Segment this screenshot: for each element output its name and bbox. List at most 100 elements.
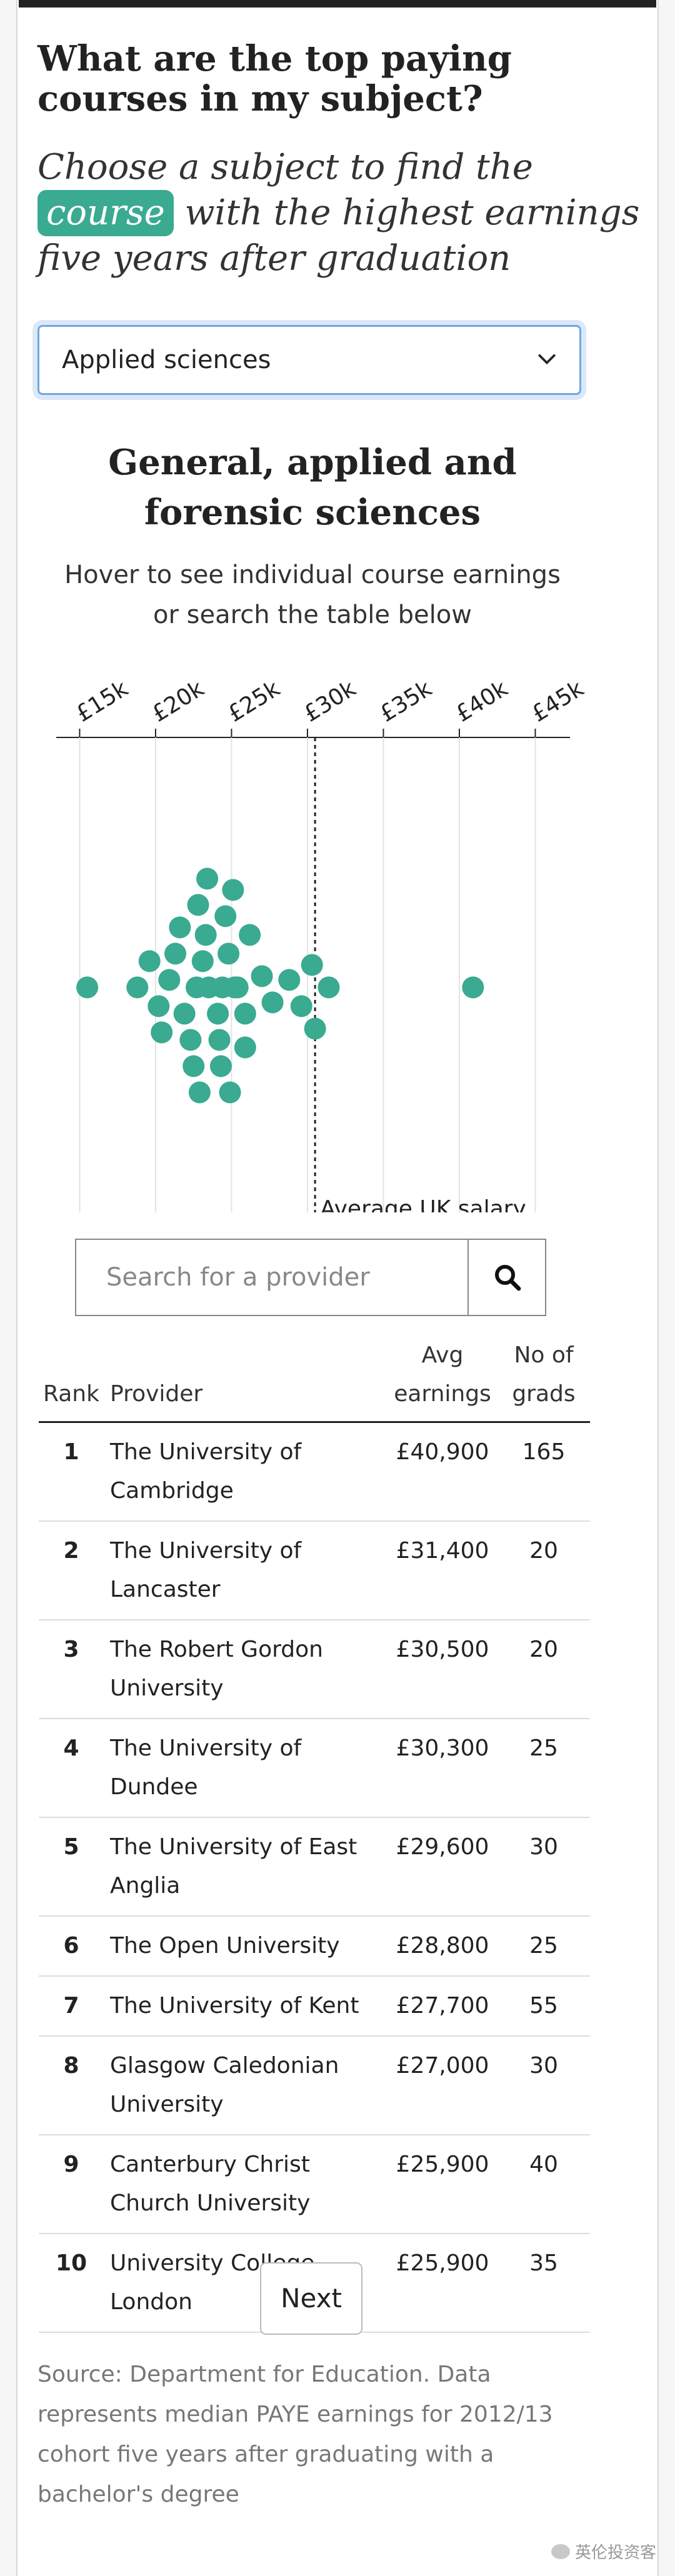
grads-cell: 35 xyxy=(498,2234,590,2333)
course-point xyxy=(222,879,244,901)
x-tick-label: £45k xyxy=(527,676,588,727)
earnings-cell: £29,600 xyxy=(388,1817,498,1917)
top-rule xyxy=(19,0,656,7)
x-tick-label: £30k xyxy=(299,676,361,727)
course-point xyxy=(194,924,217,946)
grads-cell: 25 xyxy=(498,1719,590,1818)
search-input[interactable] xyxy=(76,1240,470,1315)
course-point xyxy=(239,924,261,946)
provider-cell: The Open University xyxy=(104,1916,388,1977)
course-point xyxy=(126,976,149,999)
subject-select[interactable]: Applied sciences xyxy=(38,325,581,395)
earnings-beeswarm-chart: £15k £20k £25k £30k £35k £40k £45k Average UK s… xyxy=(56,676,588,1212)
course-point xyxy=(164,942,187,965)
grads-cell: 55 xyxy=(498,1976,590,2037)
chevron-down-icon xyxy=(538,354,556,365)
provider-cell: The University of Cambridge xyxy=(104,1422,388,1522)
rank-cell: 9 xyxy=(39,2135,104,2234)
provider-cell: The Robert Gordon University xyxy=(104,1620,388,1719)
table-row[interactable]: 1 The University of Cambridge £40,900 16… xyxy=(39,1422,590,1522)
course-point xyxy=(209,1055,232,1077)
course-point xyxy=(182,1055,205,1077)
course-point xyxy=(219,1081,241,1104)
course-point xyxy=(138,950,161,972)
x-tick-label: £15k xyxy=(71,676,132,727)
course-point xyxy=(251,965,273,987)
course-point xyxy=(169,916,191,939)
course-point xyxy=(188,1081,211,1104)
standfirst-end: with the highest earnings five years aft… xyxy=(38,192,640,279)
table-row[interactable]: 7 The University of Kent £27,700 55 xyxy=(39,1976,590,2037)
rank-cell: 3 xyxy=(39,1620,104,1719)
standfirst-start: Choose a subject to find the xyxy=(38,147,533,187)
course-point xyxy=(261,991,284,1014)
earnings-cell: £25,900 xyxy=(388,2135,498,2234)
table-row[interactable]: 3 The Robert Gordon University £30,500 2… xyxy=(39,1620,590,1719)
earnings-table: Rank Provider Avg earnings No of grads 1… xyxy=(39,1336,590,2333)
headline: What are the top paying courses in my su… xyxy=(38,38,512,119)
col-earnings-header[interactable]: Avg earnings xyxy=(388,1336,498,1423)
table-row[interactable]: 4 The University of Dundee £30,300 25 xyxy=(39,1719,590,1818)
course-point xyxy=(151,1021,173,1044)
course-point xyxy=(304,1017,326,1040)
x-tick-label: £20k xyxy=(148,676,209,727)
rank-cell: 8 xyxy=(39,2036,104,2135)
provider-cell: The University of Lancaster xyxy=(104,1521,388,1620)
grads-cell: 165 xyxy=(498,1422,590,1522)
table-row[interactable]: 2 The University of Lancaster £31,400 20 xyxy=(39,1521,590,1620)
rank-cell: 10 xyxy=(39,2234,104,2333)
source-note: Source: Department for Education. Data r… xyxy=(38,2362,553,2507)
col-provider-header[interactable]: Provider xyxy=(104,1336,388,1423)
course-point xyxy=(214,905,237,927)
table-row[interactable]: 6 The Open University £28,800 25 xyxy=(39,1916,590,1977)
x-tick-label: £35k xyxy=(375,676,436,727)
watermark-text: 英伦投资客 xyxy=(574,2544,656,2562)
course-point xyxy=(318,976,340,999)
x-tick-label: £40k xyxy=(451,676,512,727)
course-point xyxy=(207,1002,229,1025)
course-point xyxy=(148,995,170,1017)
rank-cell: 4 xyxy=(39,1719,104,1818)
average-salary-label: Average UK salary xyxy=(320,1196,526,1212)
course-point xyxy=(158,969,181,991)
earnings-cell: £27,000 xyxy=(388,2036,498,2135)
rank-cell: 2 xyxy=(39,1521,104,1620)
rank-cell: 7 xyxy=(39,1976,104,2037)
grads-cell: 30 xyxy=(498,2036,590,2135)
grads-cell: 30 xyxy=(498,1817,590,1917)
table-row[interactable]: 9 Canterbury Christ Church University £2… xyxy=(39,2135,590,2234)
course-point xyxy=(179,1029,202,1051)
earnings-cell: £30,300 xyxy=(388,1719,498,1818)
course-point xyxy=(191,950,214,972)
course-point xyxy=(290,995,312,1017)
grads-cell: 40 xyxy=(498,2135,590,2234)
earnings-cell: £27,700 xyxy=(388,1976,498,2037)
earnings-cell: £40,900 xyxy=(388,1422,498,1522)
grads-cell: 20 xyxy=(498,1521,590,1620)
col-grads-header[interactable]: No of grads xyxy=(498,1336,590,1423)
course-point xyxy=(218,942,240,965)
course-point xyxy=(301,954,323,976)
provider-cell: Glasgow Caledonian University xyxy=(104,2036,388,2135)
next-page-button[interactable]: Next xyxy=(260,2262,362,2335)
x-tick-label: £25k xyxy=(223,676,284,727)
rank-cell: 1 xyxy=(39,1422,104,1522)
search-button[interactable] xyxy=(468,1240,545,1315)
provider-search xyxy=(75,1239,546,1316)
col-rank-header[interactable]: Rank xyxy=(39,1336,104,1423)
earnings-cell: £28,800 xyxy=(388,1916,498,1977)
table-row[interactable]: 8 Glasgow Caledonian University £27,000 … xyxy=(39,2036,590,2135)
rank-cell: 5 xyxy=(39,1817,104,1917)
earnings-cell: £25,900 xyxy=(388,2234,498,2333)
provider-cell: The University of Kent xyxy=(104,1976,388,2037)
course-point xyxy=(226,976,249,999)
table-header-row: Rank Provider Avg earnings No of grads xyxy=(39,1336,590,1423)
table-row[interactable]: 5 The University of East Anglia £29,600 … xyxy=(39,1817,590,1917)
subject-select-value: Applied sciences xyxy=(62,346,271,374)
earnings-cell: £31,400 xyxy=(388,1521,498,1620)
course-highlight: course xyxy=(38,190,174,236)
wechat-icon xyxy=(551,2544,570,2559)
chart-title: General, applied and forensic sciences xyxy=(108,442,517,533)
course-point xyxy=(173,1002,196,1025)
grads-cell: 20 xyxy=(498,1620,590,1719)
